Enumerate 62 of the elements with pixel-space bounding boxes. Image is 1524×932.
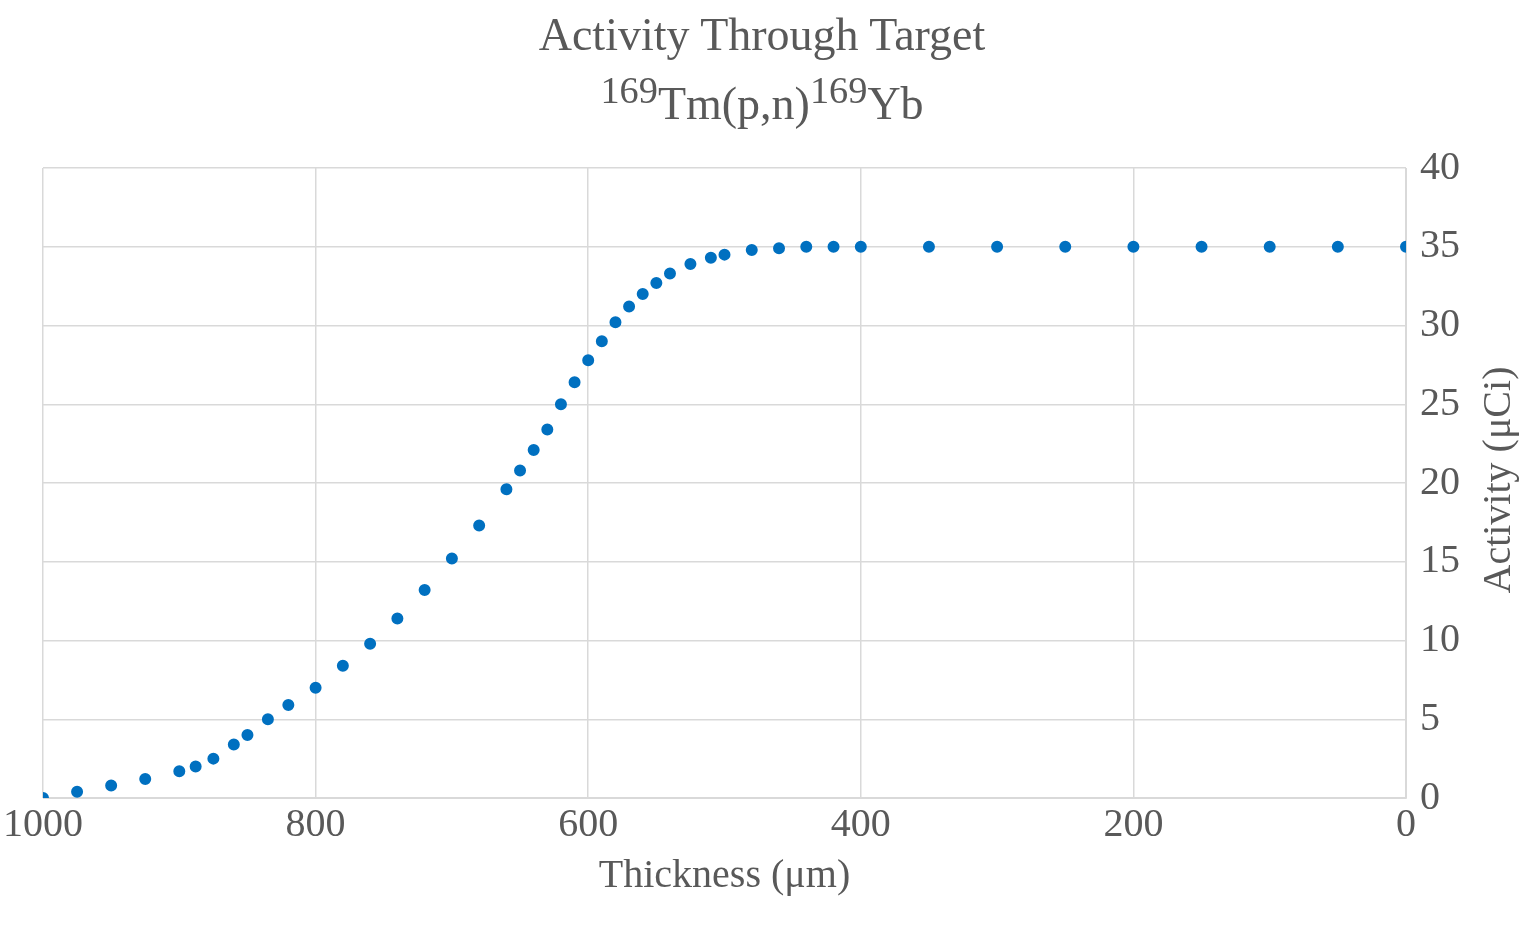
point	[541, 423, 554, 436]
y-tick-label: 35	[1420, 221, 1460, 267]
x-tick-label: 1000	[3, 799, 83, 845]
x-tick-label: 800	[285, 799, 346, 845]
y-tick-label: 10	[1420, 615, 1460, 660]
x-axis-title: Thickness (μm)	[598, 850, 851, 896]
point	[514, 464, 527, 477]
point	[663, 267, 676, 280]
point	[71, 785, 84, 798]
y-tick-label: 15	[1420, 536, 1460, 582]
point	[718, 248, 731, 261]
point	[582, 354, 595, 367]
y-tick-label: 30	[1420, 300, 1460, 345]
point	[609, 316, 622, 329]
y-tick-label: 40	[1420, 142, 1460, 188]
chart-subtitle: $^{169}$Tm(p,n)$^{169}$Yb	[599, 68, 925, 131]
point	[309, 681, 322, 694]
point	[1195, 240, 1208, 253]
point	[445, 552, 458, 565]
point	[418, 584, 431, 597]
point	[568, 376, 581, 389]
point	[473, 519, 486, 532]
point	[139, 773, 152, 786]
point	[991, 240, 1004, 253]
point	[684, 258, 697, 271]
point	[650, 276, 663, 289]
point	[800, 240, 813, 253]
point	[773, 242, 786, 255]
point	[554, 398, 567, 411]
point	[1331, 240, 1344, 253]
point	[189, 760, 202, 773]
y-tick-label: 25	[1420, 378, 1460, 424]
point	[636, 288, 649, 300]
point	[527, 443, 540, 456]
point	[595, 335, 608, 348]
point	[745, 243, 758, 256]
point	[704, 251, 717, 264]
y-tick-label: 20	[1420, 457, 1460, 503]
point	[227, 738, 240, 751]
point	[173, 765, 186, 778]
y-tick-label: 5	[1420, 693, 1440, 739]
point	[336, 659, 349, 672]
point	[1059, 240, 1072, 253]
point	[1263, 240, 1276, 253]
point	[207, 752, 220, 765]
point	[922, 240, 935, 253]
point	[623, 300, 636, 313]
x-tick-label: 200	[1103, 799, 1164, 845]
point	[261, 713, 274, 726]
y-axis-title: Activity (μCi)	[1472, 366, 1520, 594]
point	[391, 612, 404, 625]
point	[105, 779, 118, 792]
point	[854, 240, 867, 253]
point	[500, 483, 513, 496]
point	[282, 699, 295, 712]
chart-title: Activity Through Target	[537, 8, 987, 61]
point	[1127, 240, 1140, 253]
x-tick-label: 600	[558, 799, 619, 845]
point	[241, 729, 254, 741]
point	[364, 637, 377, 650]
x-tick-label: 400	[830, 799, 891, 845]
point	[827, 240, 840, 253]
